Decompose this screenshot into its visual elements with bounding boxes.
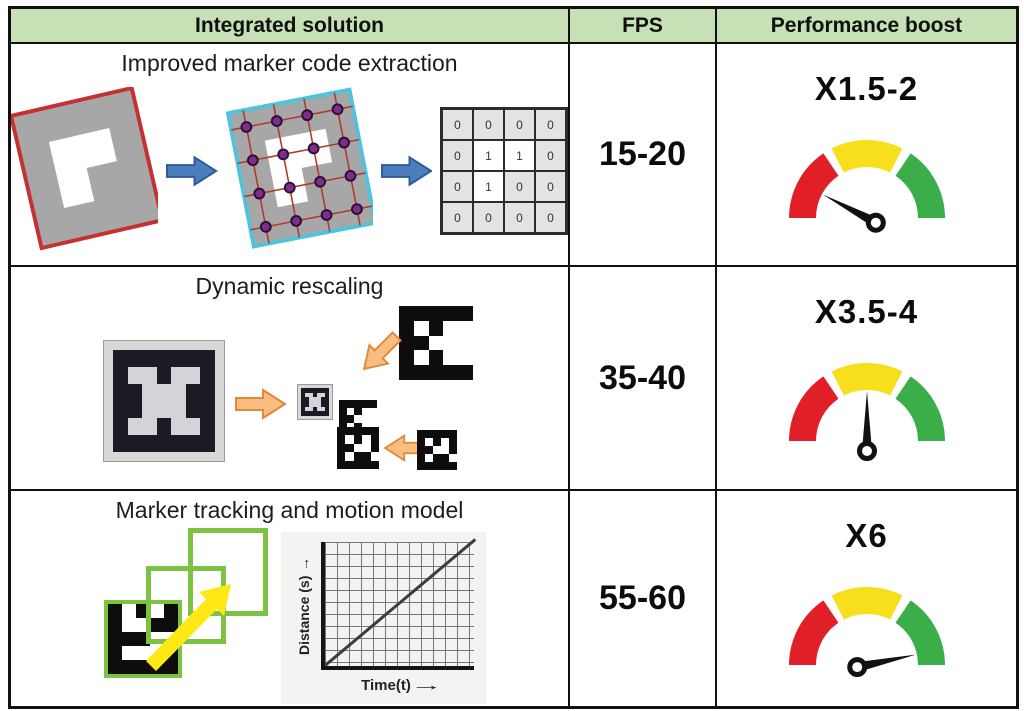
sampled-marker-quad — [225, 87, 373, 249]
fps-value: 15-20 — [599, 135, 686, 173]
boost-value: X6 — [845, 517, 888, 554]
row1-fps-cell: 15-20 — [568, 42, 715, 265]
motion-arrow-icon — [146, 584, 231, 671]
gauge-needle — [822, 194, 878, 228]
downscaled-marker — [297, 384, 333, 420]
row2-fps-cell: 35-40 — [568, 265, 715, 489]
row1-solution-cell: Improved marker code extraction — [11, 42, 568, 265]
marker-pattern — [399, 306, 473, 380]
x-axis-text: Time(t) — [361, 676, 411, 694]
plot-area — [321, 537, 476, 670]
row3-illustration: Distance (s) → Time(t) → — [11, 524, 568, 706]
down-left-arrow-icon — [362, 331, 402, 371]
row1-boost-cell: X1.5-2 — [715, 42, 1016, 265]
right-arrow-icon — [235, 388, 287, 420]
row1-title: Improved marker code extraction — [121, 50, 458, 76]
row3-boost-cell: X6 — [715, 489, 1016, 706]
row3-title: Marker tracking and motion model — [115, 497, 464, 523]
gauge-needle — [861, 391, 872, 451]
predicted-box-far — [188, 528, 268, 616]
right-arrow-icon — [380, 155, 432, 187]
tracking-cluster — [96, 526, 296, 706]
gauge-needle — [855, 654, 916, 672]
right-arrow-icon — [166, 155, 218, 187]
marker-code-shape — [48, 128, 117, 209]
y-axis-label: Distance (s) → — [287, 542, 321, 670]
marker-pattern — [301, 388, 329, 416]
row3-fps-cell: 55-60 — [568, 489, 715, 706]
boost-value: X3.5-4 — [814, 293, 919, 330]
header-integrated-solution: Integrated solution — [11, 9, 568, 42]
candidate-marker-large — [399, 306, 473, 380]
gauge-pivot — [865, 212, 886, 233]
marker-pattern — [417, 430, 457, 470]
header-performance-boost: Performance boost — [715, 9, 1016, 42]
large-marker — [103, 340, 225, 462]
header-fps: FPS — [568, 9, 715, 42]
row2-illustration — [11, 300, 568, 489]
fps-value: 35-40 — [599, 358, 686, 397]
marker-pattern — [113, 350, 215, 452]
row3-solution-cell: Marker tracking and motion model Distanc… — [11, 489, 568, 706]
candidate-marker2-small — [337, 427, 379, 469]
right-arrow-icon: → — [409, 676, 443, 694]
row2-boost-cell: X3.5-4 — [715, 265, 1016, 489]
detected-marker-quad — [11, 87, 159, 251]
y-axis-text: Distance (s) — [296, 575, 312, 655]
boost-value: X1.5-2 — [814, 70, 919, 107]
gauge-pivot — [856, 441, 877, 461]
solutions-table: Integrated solution FPS Performance boos… — [8, 6, 1019, 709]
sampling-grid-overlay — [230, 92, 372, 244]
performance-gauge — [788, 587, 945, 678]
performance-gauge — [788, 140, 945, 233]
fps-value: 55-60 — [599, 579, 686, 617]
row2-title: Dynamic rescaling — [195, 273, 384, 299]
gauge-pivot — [846, 657, 867, 678]
distance-time-graph: Distance (s) → Time(t) → — [281, 532, 486, 704]
candidate-marker2-large — [417, 430, 457, 470]
marker-pattern — [337, 427, 379, 469]
distance-line — [324, 537, 476, 666]
row2-solution-cell: Dynamic rescaling — [11, 265, 568, 489]
up-arrow-icon: → — [296, 557, 312, 572]
x-axis-label: Time(t) → — [321, 670, 474, 700]
performance-gauge — [788, 363, 945, 461]
